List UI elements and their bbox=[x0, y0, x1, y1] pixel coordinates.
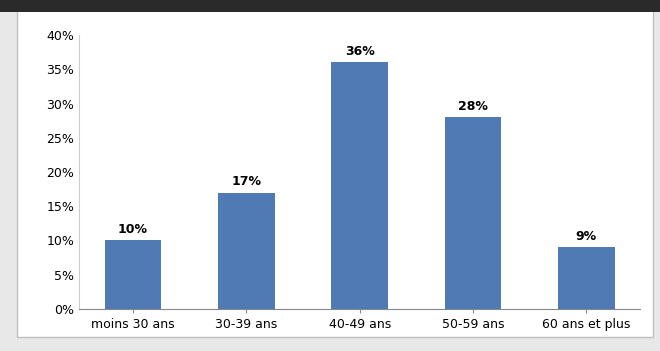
Text: 9%: 9% bbox=[576, 230, 597, 243]
Bar bbox=[105, 240, 161, 309]
Text: 10%: 10% bbox=[118, 223, 148, 236]
Bar bbox=[331, 62, 388, 309]
Bar bbox=[218, 192, 275, 309]
Text: 36%: 36% bbox=[345, 45, 375, 58]
Bar bbox=[558, 247, 614, 309]
Text: 17%: 17% bbox=[232, 176, 261, 188]
Bar bbox=[445, 117, 502, 309]
Text: 28%: 28% bbox=[458, 100, 488, 113]
